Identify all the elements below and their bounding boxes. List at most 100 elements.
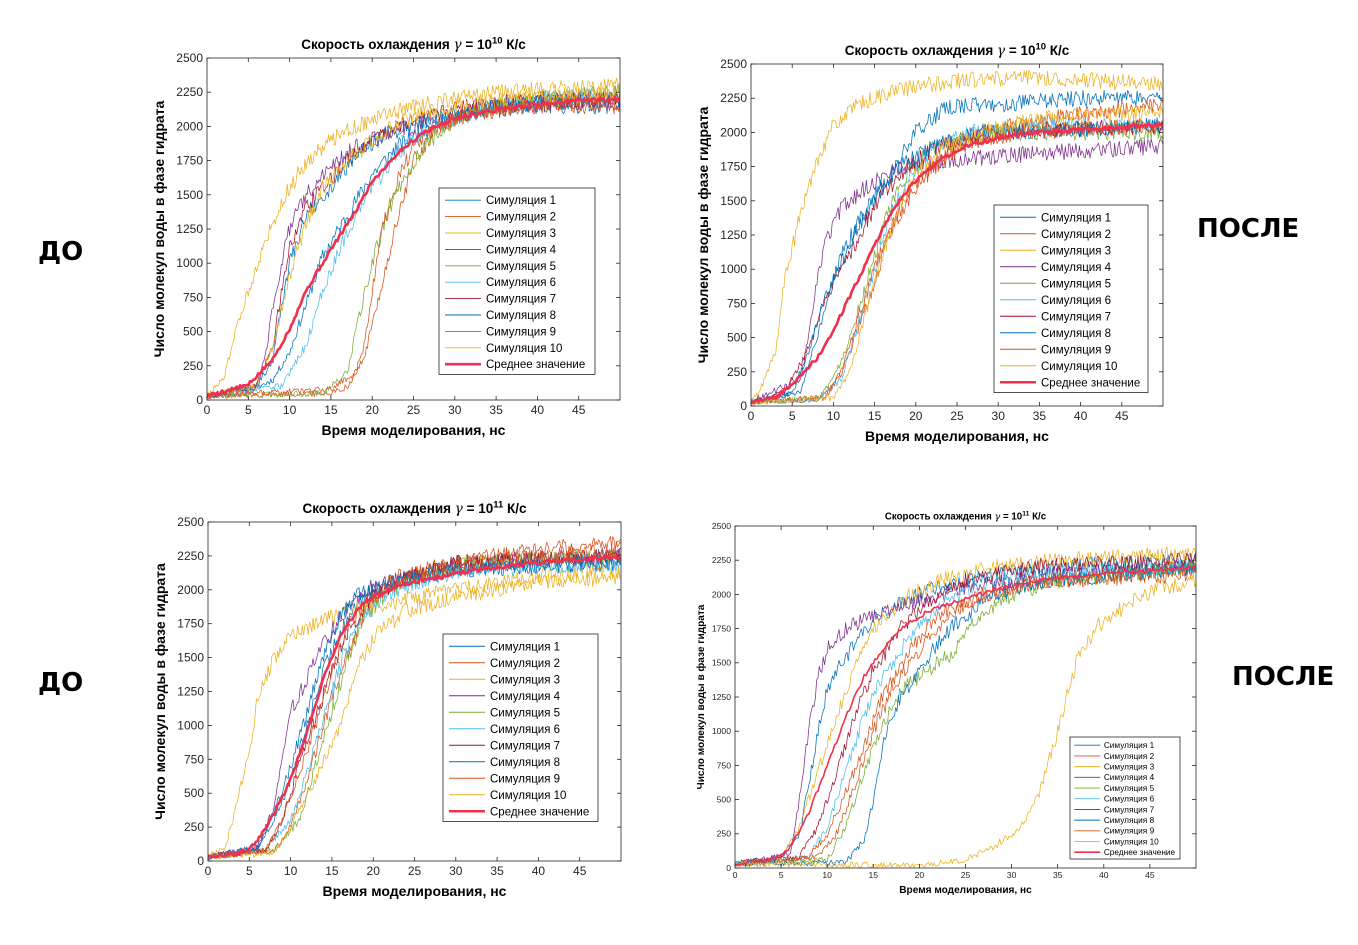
legend-label: Симуляция 10 [1104,837,1159,846]
legend-label: Симуляция 7 [1041,311,1111,323]
y-tick-label: 1000 [176,256,203,270]
x-tick-label: 5 [779,870,784,880]
legend-label: Среднее значение [1041,377,1140,389]
y-tick-label: 1750 [177,617,204,631]
y-axis-label: Число молекул воды в фазе гидрата [695,604,707,789]
y-tick-label: 500 [183,325,203,339]
x-tick-label: 35 [489,403,503,417]
legend-label: Симуляция 3 [1041,245,1111,257]
x-tick-label: 20 [915,870,925,880]
x-tick-label: 25 [950,409,964,423]
series-line-9 [751,118,1163,405]
x-tick-label: 15 [324,403,338,417]
legend-label: Симуляция 4 [1041,262,1112,274]
legend-label: Симуляция 6 [490,724,560,736]
x-tick-label: 20 [909,409,923,423]
y-tick-label: 2250 [176,85,203,99]
legend-label: Симуляция 1 [1104,741,1155,750]
series-group [208,535,621,861]
legend-label: Симуляция 10 [490,790,566,802]
chart-title: Скорость охлаждения γ = 1011 К/с [302,500,527,517]
series-line-3 [208,563,621,860]
legend-label: Симуляция 5 [486,261,556,273]
y-tick-label: 1250 [177,685,204,699]
x-tick-label: 10 [827,409,841,423]
series-line-9 [207,91,620,399]
legend-label: Симуляция 4 [486,244,557,256]
y-tick-label: 1750 [712,623,731,633]
chart-4: 0 5 10 15 20 25 30 35 40 45 0 250 500 750 1000 1250 1500… [695,521,1197,896]
x-tick-label: 40 [1074,409,1088,423]
mean-line [751,122,1163,405]
legend-label: Симуляция 2 [1041,229,1111,241]
mean-line [207,96,620,398]
y-tick-label: 500 [184,786,204,800]
y-tick-label: 0 [196,393,203,407]
x-tick-label: 20 [367,864,381,878]
y-tick-label: 500 [717,794,732,804]
legend-label: Симуляция 3 [490,674,560,686]
legend-label: Среднее значение [1104,848,1176,857]
x-axis-label: Время моделирования, нс [899,885,1032,896]
series-line-10 [207,84,620,398]
x-tick-label: 30 [449,864,463,878]
legend-label: Симуляция 9 [486,326,556,338]
x-tick-label: 40 [532,864,546,878]
x-tick-label: 35 [1033,409,1047,423]
series-line-5 [735,559,1196,867]
y-tick-label: 1500 [712,658,731,668]
legend-label: Симуляция 1 [1041,212,1111,224]
x-tick-label: 15 [868,409,882,423]
series-group [207,77,620,399]
x-tick-label: 30 [992,409,1006,423]
x-axis-label: Время моделирования, нс [322,422,506,438]
y-tick-label: 1250 [720,228,747,242]
series-line-3 [751,70,1163,402]
legend-label: Симуляция 8 [490,757,560,769]
legend-label: Симуляция 6 [1041,295,1111,307]
label-after-bottom: ПОСЛЕ [1232,662,1335,692]
y-axis-label: Число молекул воды в фазе гидрата [152,563,168,820]
legend-label: Симуляция 10 [486,343,562,355]
series-line-4 [751,138,1163,405]
y-tick-label: 750 [727,296,747,310]
mean-line [208,554,621,859]
legend-label: Симуляция 5 [1041,278,1111,290]
y-tick-label: 250 [717,829,732,839]
legend-label: Симуляция 4 [1104,773,1155,782]
y-tick-label: 500 [727,331,747,345]
series-line-9 [735,566,1196,867]
legend-label: Симуляция 3 [1104,763,1155,772]
x-tick-label: 25 [961,870,971,880]
y-tick-label: 2250 [712,555,731,565]
x-tick-label: 0 [205,864,212,878]
series-line-6 [207,85,620,399]
y-tick-label: 0 [726,863,731,873]
y-tick-label: 1000 [712,726,731,736]
series-line-1 [751,90,1163,405]
chart-1: 0 5 10 15 20 25 30 35 40 45 0 250 500 750 1000 1250 1500… [151,51,621,438]
x-tick-label: 35 [490,864,504,878]
x-tick-label: 30 [448,403,462,417]
y-tick-label: 1500 [177,651,204,665]
y-tick-label: 1250 [176,222,203,236]
legend-label: Симуляция 5 [1104,784,1155,793]
y-tick-label: 750 [184,752,204,766]
y-tick-label: 250 [183,359,203,373]
y-tick-label: 2000 [177,583,204,597]
x-axis-label: Время моделирования, нс [323,883,507,899]
x-tick-label: 15 [325,864,339,878]
x-tick-label: 40 [531,403,545,417]
label-before-bottom: ДО [38,668,84,698]
y-tick-label: 1750 [720,160,747,174]
mean-line [735,565,1196,867]
x-tick-label: 5 [246,864,253,878]
y-tick-label: 2500 [177,515,204,529]
y-axis-label: Число молекул воды в фазе гидрата [151,100,167,357]
legend-label: Симуляция 9 [1104,827,1155,836]
legend-box [1069,736,1181,860]
y-tick-label: 2250 [720,91,747,105]
legend-label: Симуляция 1 [486,195,556,207]
x-tick-label: 5 [789,409,796,423]
x-tick-label: 10 [822,870,832,880]
